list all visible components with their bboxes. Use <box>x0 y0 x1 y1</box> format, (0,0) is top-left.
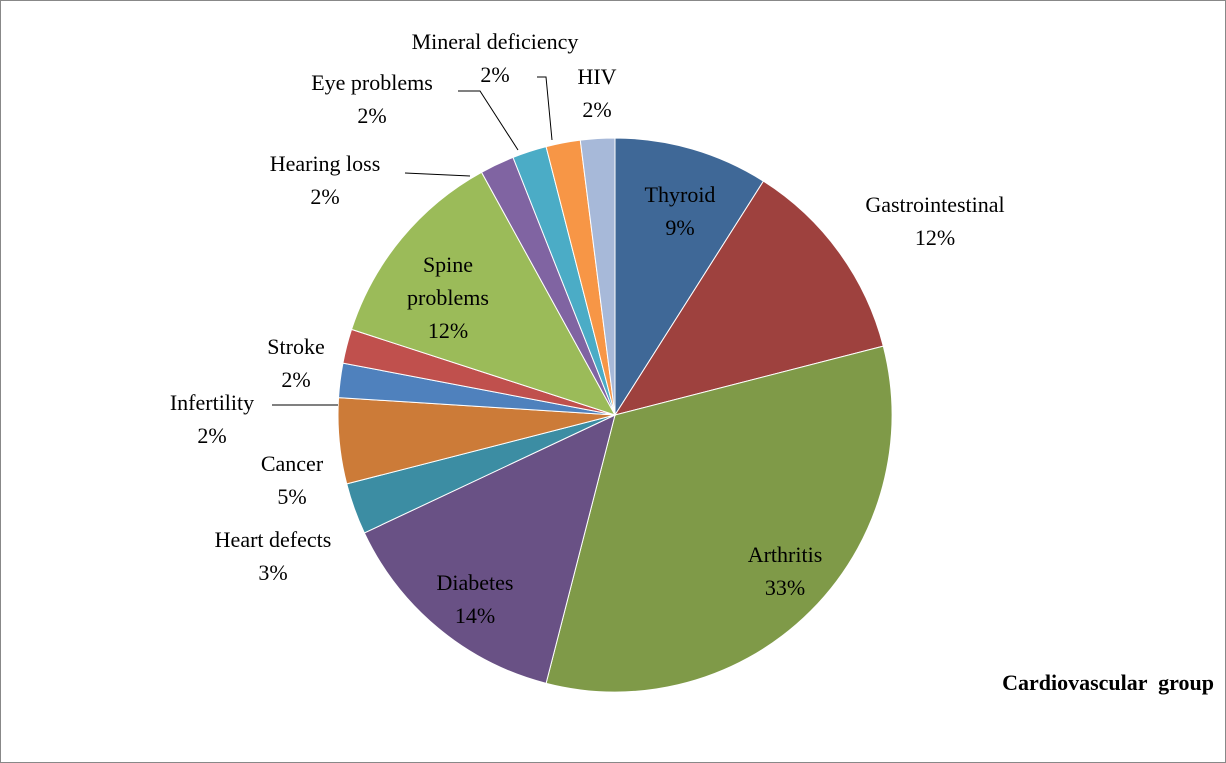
category-label: Stroke <box>267 334 325 359</box>
pie-slice <box>614 137 765 417</box>
value-label: 9% <box>665 215 695 240</box>
slice-label: Eye problems 2% <box>311 66 433 132</box>
value-label: 2% <box>310 184 340 209</box>
category-label: Gastrointestinal <box>865 192 1005 217</box>
pie-slice <box>613 180 884 416</box>
pie-slice <box>350 171 617 416</box>
category-label: Cancer <box>260 451 324 476</box>
slice-label: HIV 2% <box>577 60 616 126</box>
slice-label: Spine problems 12% <box>393 248 503 347</box>
category-label: Thyroid <box>644 182 716 207</box>
value-label: 33% <box>764 575 806 600</box>
category-label: Arthritis <box>747 542 823 567</box>
value-label: 14% <box>454 603 496 628</box>
category-label: Hearing loss <box>269 151 381 176</box>
category-label: HIV <box>577 64 617 89</box>
slice-label: Cancer 5% <box>261 447 323 513</box>
leader-line <box>458 90 519 151</box>
slice-label: Thyroid 9% <box>645 178 716 244</box>
category-label: Eye problems <box>311 70 433 95</box>
value-label: 12% <box>914 225 956 250</box>
category-label: Heart defects <box>214 527 332 552</box>
category-label: Spine problems <box>407 252 489 310</box>
slice-label: Arthritis 33% <box>748 538 823 604</box>
value-label: 2% <box>281 367 311 392</box>
value-label: 12% <box>427 318 469 343</box>
value-label: 2% <box>582 97 612 122</box>
pie-slice <box>579 137 616 416</box>
slice-label: Stroke 2% <box>267 330 324 396</box>
value-label: 5% <box>277 484 307 509</box>
annotation: Cardiovascular group <box>1002 670 1214 695</box>
value-label: 3% <box>258 560 288 585</box>
category-label: Infertility <box>169 390 255 415</box>
category-label: Diabetes <box>436 570 514 595</box>
slice-label: Heart defects 3% <box>215 523 332 589</box>
slice-label: Hearing loss 2% <box>270 147 381 213</box>
value-label: 2% <box>480 62 510 87</box>
slice-label: Infertility 2% <box>170 386 254 452</box>
slice-label: Gastrointestinal 12% <box>865 188 1004 254</box>
value-label: 2% <box>197 423 227 448</box>
slice-label: Mineral deficiency 2% <box>412 25 579 91</box>
slice-label: Diabetes 14% <box>437 566 514 632</box>
value-label: 2% <box>357 103 387 128</box>
pie-slice <box>545 345 893 693</box>
pie-slice <box>363 414 616 684</box>
leader-line <box>537 76 553 141</box>
leader-line <box>404 172 471 177</box>
category-label: Mineral deficiency <box>411 29 579 54</box>
